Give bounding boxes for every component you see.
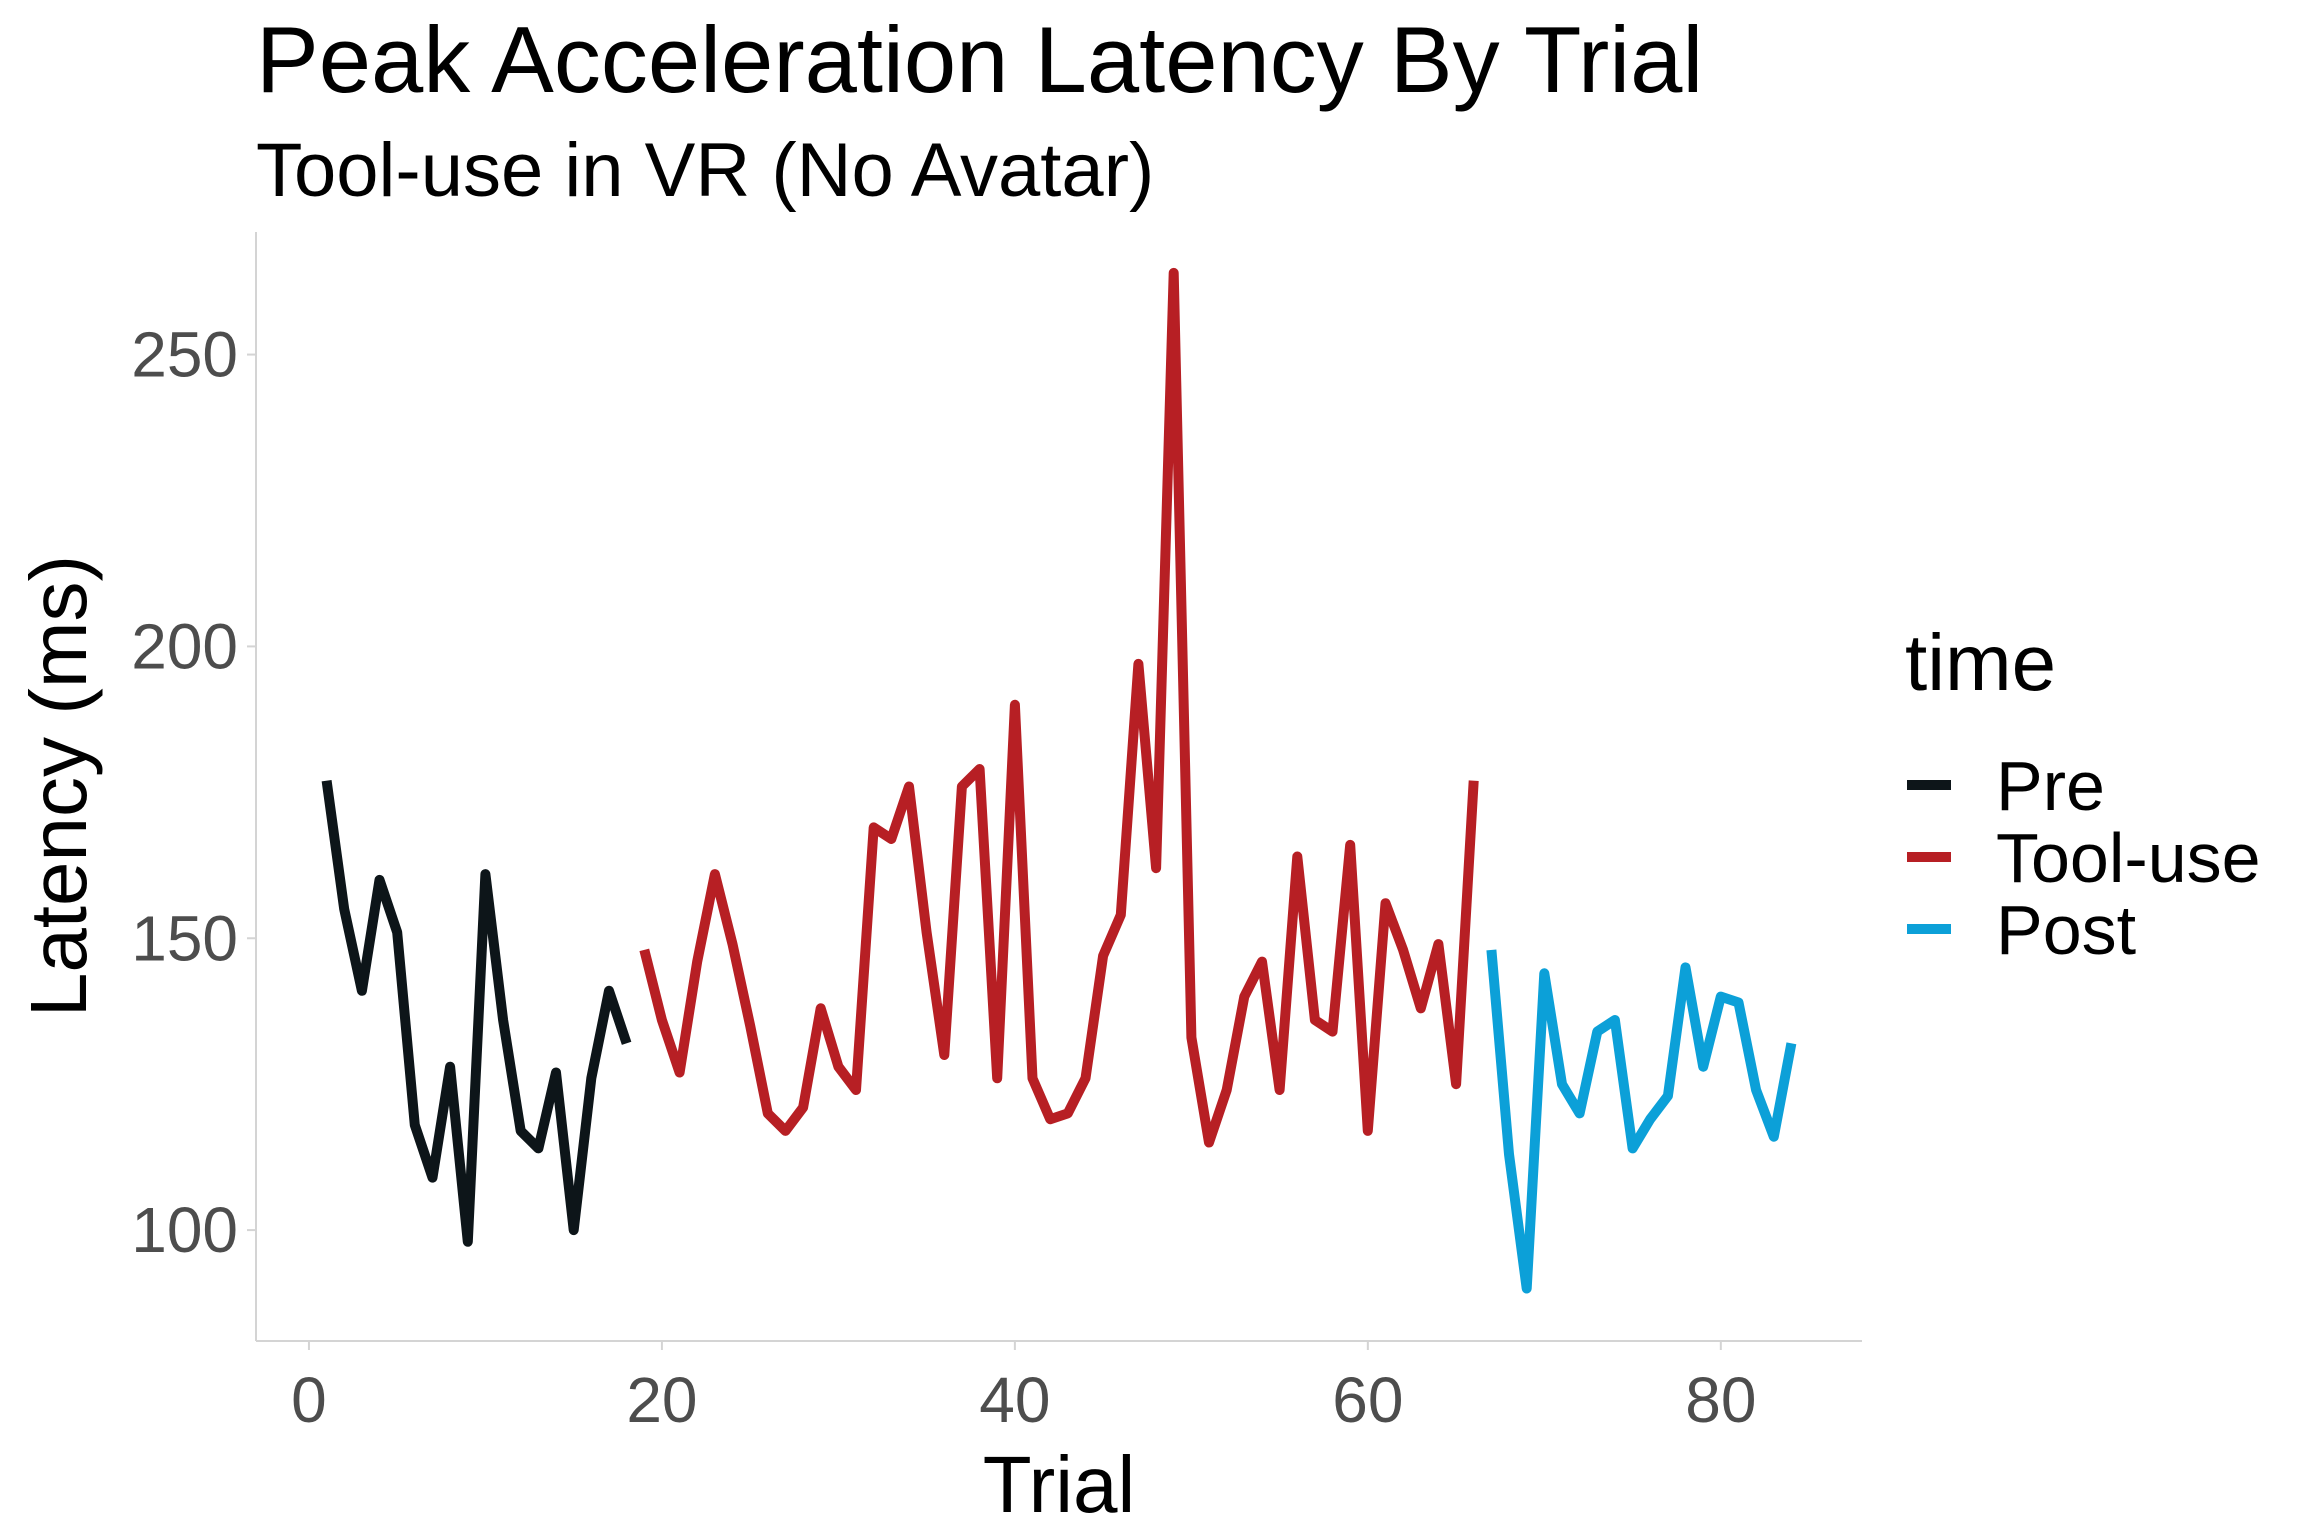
chart-title: Peak Acceleration Latency By Trial [256, 7, 1703, 112]
legend-label: Post [1996, 891, 2136, 969]
x-axis-ticks: 0 20 40 60 80 [291, 1341, 1756, 1436]
chart-subtitle: Tool-use in VR (No Avatar) [256, 128, 1154, 213]
y-tick-label: 200 [131, 610, 238, 682]
series-line-post [1486, 949, 1797, 1294]
y-tick-label: 250 [131, 319, 238, 391]
series-line-tool-use [639, 267, 1479, 1148]
y-axis-title: Latency (ms) [14, 555, 103, 1017]
y-tick-label: 100 [131, 1194, 238, 1266]
series-layer [321, 267, 1797, 1294]
y-tick-label: 150 [131, 902, 238, 974]
legend-label: Pre [1996, 747, 2105, 825]
legend-label: Tool-use [1996, 819, 2261, 897]
x-tick-label: 80 [1685, 1364, 1756, 1436]
legend-title: time [1905, 618, 2056, 707]
x-tick-label: 0 [291, 1364, 327, 1436]
plot-area: 100 150 200 250 0 20 40 60 80 [131, 232, 1862, 1436]
x-tick-label: 40 [979, 1364, 1050, 1436]
y-axis-ticks: 100 150 200 250 [131, 319, 256, 1266]
series-line-pre [321, 780, 632, 1247]
x-axis-title: Trial [983, 1440, 1136, 1529]
x-tick-label: 60 [1332, 1364, 1403, 1436]
x-tick-label: 20 [626, 1364, 697, 1436]
